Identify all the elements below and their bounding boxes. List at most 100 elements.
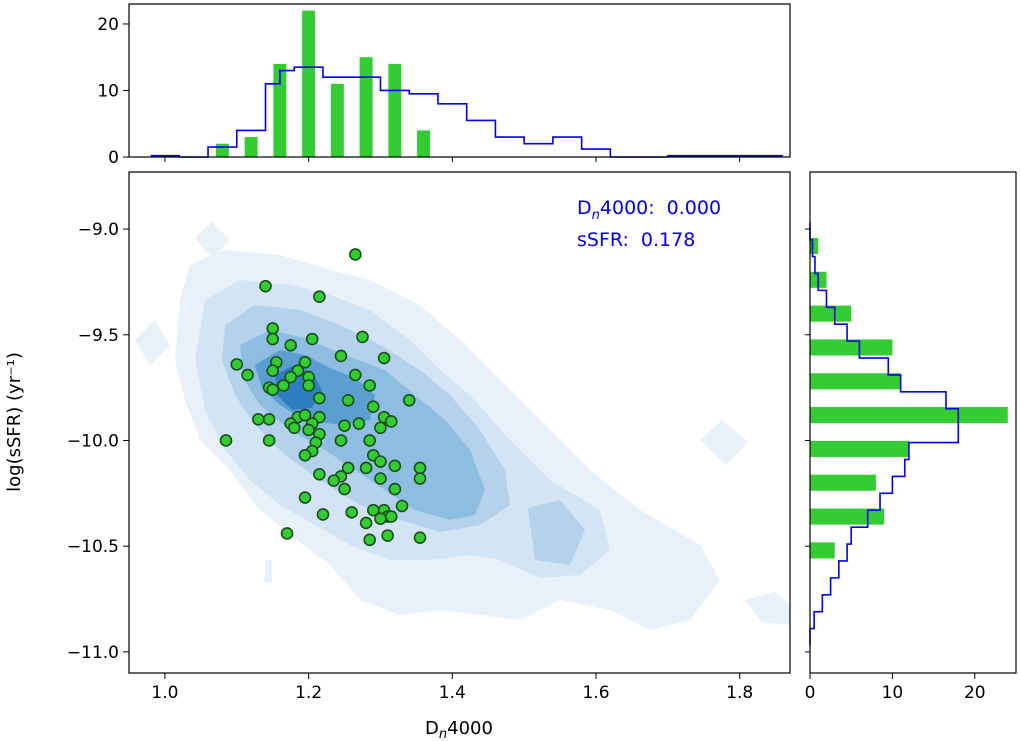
x-axis-label: Dn4000: [425, 718, 493, 741]
scatter-point: [363, 434, 376, 447]
scatter-point: [384, 415, 398, 428]
x-tick-label: 1.2: [295, 683, 322, 703]
main-panel: 1.0 1.2 1.4 1.6 1.8 −9.0−9.5−10.0−10.5−11.0 …: [4, 171, 791, 741]
right-hist-bar: [810, 237, 819, 255]
scatter-point: [316, 508, 330, 521]
scatter-point: [338, 482, 351, 496]
scatter-point: [252, 413, 265, 426]
scatter-point: [313, 467, 326, 481]
scatter-point: [374, 512, 387, 525]
top-histogram-panel: 0 10 20: [97, 3, 791, 168]
x-tick-label: 1.8: [726, 683, 753, 703]
scatter-point: [341, 461, 355, 475]
right-x-tick-label: 10: [882, 683, 904, 703]
scatter-point: [388, 459, 402, 473]
scatter-point: [352, 417, 366, 430]
scatter-point: [277, 379, 290, 392]
scatter-point: [298, 448, 312, 462]
scatter-point: [356, 330, 369, 344]
y-axis-label: log(sSFR) (yr⁻¹): [4, 352, 25, 492]
scatter-point: [349, 368, 362, 382]
y-tick-label: −10.0: [67, 431, 119, 451]
stat-ssfr: sSFR: 0.178: [577, 229, 695, 251]
scatter-point: [287, 421, 301, 435]
right-histogram-panel: 0 10 20: [805, 171, 1017, 703]
scatter-point: [359, 516, 373, 530]
right-hist-bar: [810, 305, 852, 322]
main-x-ticks: 1.0 1.2 1.4 1.6 1.8: [151, 673, 753, 703]
top-y-tick-label: 0: [108, 148, 119, 168]
x-tick-label: 1.6: [582, 683, 609, 703]
top-x-ticks: [164, 157, 741, 162]
right-hist-bar: [810, 373, 901, 390]
right-hist-bar: [810, 339, 893, 356]
top-histogram-green-bars: [215, 10, 431, 157]
scatter-point: [349, 248, 362, 261]
right-x-ticks: 0 10 20: [805, 673, 986, 703]
scatter-point: [266, 322, 279, 335]
scatter-point: [374, 455, 387, 468]
scatter-point: [302, 379, 315, 392]
scatter-points: [219, 248, 427, 547]
y-tick-label: −9.5: [78, 326, 119, 346]
scatter-point: [280, 527, 294, 540]
scatter-point: [259, 279, 272, 293]
scatter-point: [374, 472, 387, 485]
scatter-point: [363, 533, 376, 547]
scatter-point: [377, 351, 391, 365]
right-y-ticks: [805, 228, 810, 653]
scatter-point: [284, 370, 297, 384]
top-y-tick-label: 10: [97, 81, 119, 101]
x-tick-label: 1.0: [151, 683, 178, 703]
scatter-point: [298, 491, 312, 504]
stat-dn4000: Dn4000: 0.000: [577, 197, 721, 223]
scatter-point: [266, 332, 279, 346]
main-y-ticks: −9.0 −9.5 −10.0 −10.5 −11.0: [67, 220, 129, 663]
top-hist-bar: [273, 63, 287, 157]
scatter-point: [302, 423, 315, 437]
top-y-tick-label: 20: [97, 15, 119, 35]
scatter-point: [345, 506, 359, 519]
top-hist-bar: [388, 63, 402, 157]
top-y-ticks: 0 10 20: [97, 15, 129, 168]
right-hist-bar: [810, 542, 835, 559]
top-panel-frame: [128, 3, 791, 158]
scatter-point: [388, 482, 402, 496]
y-tick-label: −11.0: [67, 643, 119, 663]
top-hist-bar: [244, 137, 258, 157]
scatter-point: [334, 349, 348, 363]
right-hist-bar: [810, 440, 909, 457]
scatter-point: [413, 472, 427, 485]
top-hist-bar: [359, 57, 373, 157]
right-histogram-green-bars: [810, 237, 1008, 559]
scatter-point: [341, 394, 355, 407]
top-hist-bar: [330, 83, 344, 157]
right-x-tick-label: 20: [964, 683, 986, 703]
scatter-point: [284, 339, 297, 352]
right-histogram-blue-step: [809, 222, 960, 646]
scatter-point: [381, 529, 394, 542]
top-hist-bar: [215, 143, 229, 157]
scatter-point: [305, 332, 319, 346]
scatter-point: [363, 379, 376, 392]
x-tick-label: 1.4: [439, 683, 466, 703]
scatter-point: [230, 358, 244, 371]
scatter-point: [384, 510, 398, 523]
y-tick-label: −9.0: [78, 220, 119, 240]
scatter-point: [266, 383, 279, 397]
main-panel-frame: [128, 171, 791, 674]
scatter-point: [313, 290, 326, 304]
y-tick-label: −10.5: [67, 537, 119, 557]
top-hist-bar: [417, 130, 431, 157]
scatter-point: [298, 408, 312, 422]
scatter-point: [366, 400, 380, 413]
scatter-point: [262, 413, 276, 426]
scatter-point: [241, 368, 254, 382]
scatter-point: [262, 434, 276, 447]
top-hist-bar: [302, 10, 316, 157]
scatter-point: [366, 503, 380, 517]
right-x-tick-label: 0: [805, 683, 816, 703]
scatter-point: [327, 474, 341, 487]
scatter-point: [219, 434, 233, 447]
scatter-point: [402, 394, 416, 407]
